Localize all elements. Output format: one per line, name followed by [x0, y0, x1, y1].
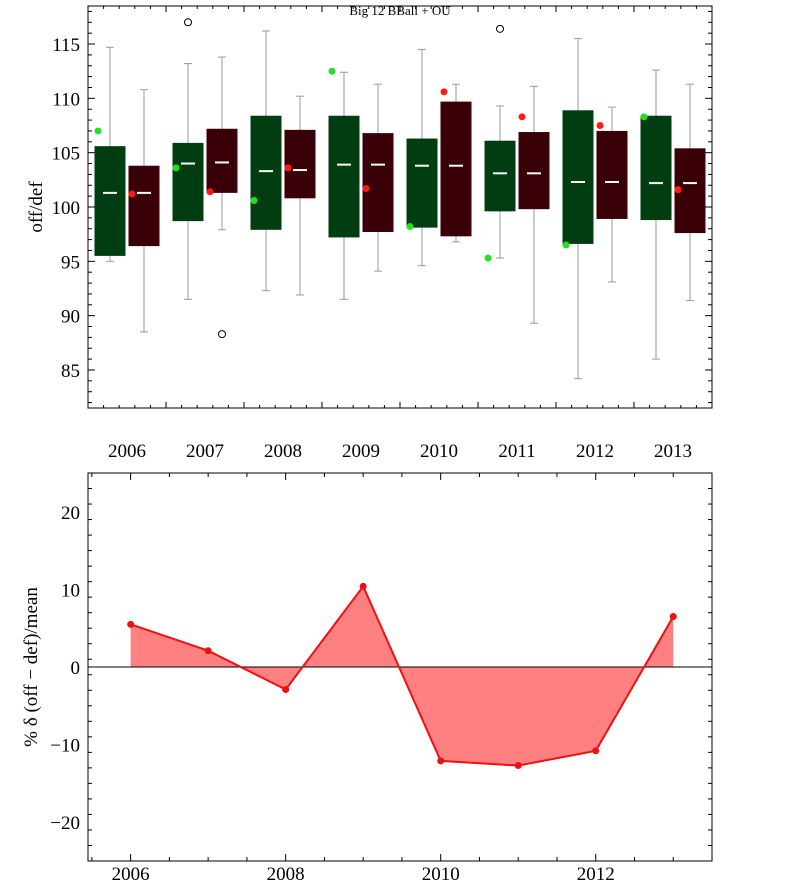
- area-y-tick-labels: −20 −10 0 10 20: [50, 503, 80, 834]
- data-point: [204, 647, 212, 655]
- mean-marker: [94, 127, 102, 135]
- y-tick-label: 20: [61, 503, 80, 524]
- mean-marker: [484, 254, 492, 262]
- box-body: [596, 130, 628, 219]
- box-bodies: [94, 101, 706, 256]
- box-body: [128, 165, 160, 247]
- outlier-point: [184, 18, 192, 27]
- x-category-label: 2009: [342, 441, 380, 462]
- mean-marker: [406, 223, 414, 231]
- area-chart-frame: [87, 472, 713, 862]
- mean-marker: [250, 196, 258, 204]
- x-category-label: 2011: [498, 441, 535, 462]
- box-body: [250, 115, 282, 230]
- mean-marker: [362, 185, 370, 193]
- x-category-label: 2008: [264, 441, 302, 462]
- area-fill: [130, 586, 674, 766]
- area-y-axis-label: % δ (off − def)/mean: [21, 587, 42, 747]
- box-body: [640, 115, 672, 221]
- y-tick-label: 95: [61, 252, 80, 273]
- mean-marker: [206, 188, 214, 196]
- data-point: [592, 747, 600, 755]
- box-x-tick-labels: 2006 2007 2008 2009 2010 2011 2012 2013: [108, 441, 692, 462]
- box-body: [362, 133, 394, 232]
- x-category-label: 2010: [420, 441, 458, 462]
- box-body: [518, 132, 550, 210]
- data-point: [282, 686, 290, 694]
- area-chart: −20 −10 0 10 20 2006 2008 2010 2012 % δ (off − …: [21, 472, 713, 882]
- y-tick-label: 10: [61, 580, 80, 601]
- outlier-point: [496, 24, 504, 33]
- data-point: [127, 620, 135, 628]
- box-body: [484, 140, 516, 212]
- y-tick-label: 90: [61, 307, 80, 328]
- y-tick-label: 85: [61, 361, 80, 382]
- x-tick-label: 2006: [112, 864, 150, 882]
- y-tick-label: 105: [52, 144, 81, 165]
- outlier-point: [218, 330, 226, 339]
- x-category-label: 2006: [108, 441, 146, 462]
- box-body: [206, 128, 238, 193]
- box-markers: [94, 18, 682, 339]
- data-point: [669, 613, 677, 621]
- y-tick-label: 0: [71, 658, 81, 679]
- box-body: [562, 110, 594, 244]
- x-category-label: 2012: [576, 441, 614, 462]
- x-tick-label: 2012: [577, 864, 615, 882]
- mean-marker: [172, 164, 180, 172]
- box-body: [328, 115, 360, 238]
- y-tick-label: −10: [50, 736, 80, 757]
- box-body: [284, 129, 316, 199]
- y-tick-label: 115: [52, 35, 80, 56]
- y-tick-label: 110: [52, 89, 80, 110]
- x-tick-label: 2010: [422, 864, 460, 882]
- y-tick-label: −20: [50, 813, 80, 834]
- mean-marker: [328, 67, 336, 75]
- mean-marker: [284, 164, 292, 172]
- data-point: [437, 757, 445, 765]
- data-point: [359, 582, 367, 590]
- series-line: [130, 584, 675, 767]
- mean-marker: [596, 122, 604, 130]
- mean-marker: [640, 113, 648, 121]
- mean-marker: [440, 88, 448, 96]
- box-y-axis-label: off/def: [26, 181, 47, 233]
- mean-marker: [518, 113, 526, 121]
- y-tick-label: 100: [52, 198, 81, 219]
- box-body: [172, 142, 204, 222]
- mean-marker: [128, 190, 136, 198]
- data-points: [127, 582, 677, 770]
- box-body: [440, 101, 472, 237]
- data-point: [514, 762, 522, 770]
- mean-marker: [562, 241, 570, 249]
- box-body: [94, 146, 126, 256]
- box-y-tick-labels: 85 90 95 100 105 110 115: [52, 35, 81, 382]
- box-chart-frame: [87, 5, 713, 409]
- area-x-tick-labels: 2006 2008 2010 2012: [112, 864, 615, 882]
- mean-marker: [674, 186, 682, 194]
- x-category-label: 2007: [186, 441, 224, 462]
- box-body: [406, 138, 438, 228]
- x-category-label: 2013: [654, 441, 692, 462]
- x-tick-label: 2008: [267, 864, 305, 882]
